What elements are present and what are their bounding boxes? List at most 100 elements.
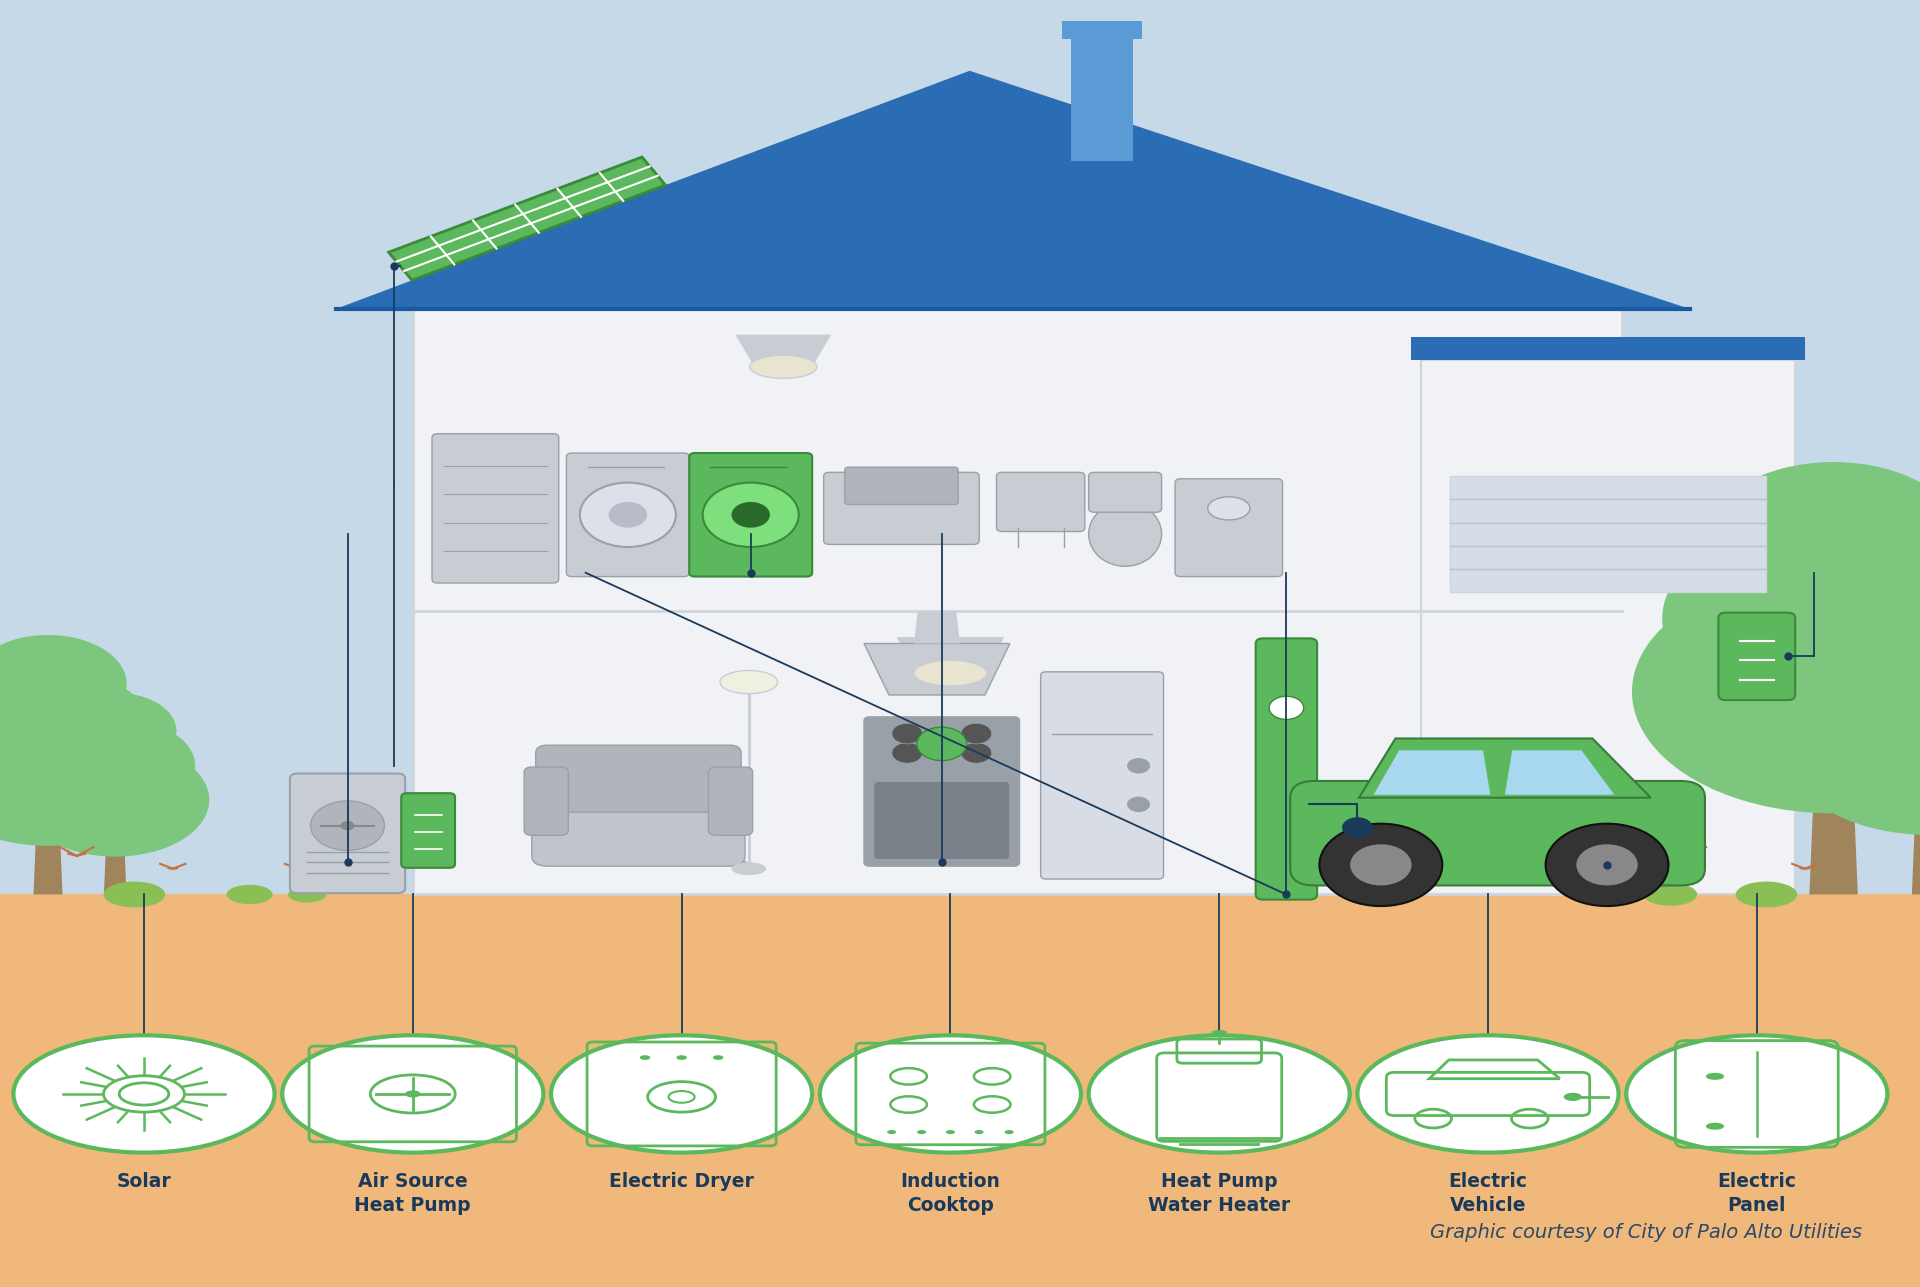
- Ellipse shape: [1089, 502, 1162, 566]
- Ellipse shape: [887, 1130, 897, 1134]
- Polygon shape: [735, 335, 831, 367]
- Text: Heat Pump
Water Heater: Heat Pump Water Heater: [1148, 1172, 1290, 1215]
- FancyBboxPatch shape: [864, 717, 1020, 866]
- FancyBboxPatch shape: [874, 781, 1010, 860]
- Ellipse shape: [1626, 1035, 1887, 1153]
- FancyBboxPatch shape: [524, 767, 568, 835]
- FancyBboxPatch shape: [996, 472, 1085, 532]
- Polygon shape: [1373, 750, 1490, 794]
- Ellipse shape: [1782, 656, 1920, 835]
- Polygon shape: [1071, 39, 1133, 161]
- Ellipse shape: [35, 718, 196, 813]
- Text: Solar: Solar: [117, 1172, 171, 1190]
- Ellipse shape: [288, 887, 326, 902]
- Ellipse shape: [1663, 516, 1920, 722]
- Ellipse shape: [54, 692, 177, 768]
- FancyBboxPatch shape: [536, 745, 741, 812]
- Polygon shape: [1809, 797, 1859, 894]
- Ellipse shape: [914, 660, 987, 686]
- Ellipse shape: [1563, 1093, 1582, 1100]
- Ellipse shape: [639, 1055, 651, 1060]
- Ellipse shape: [1632, 570, 1920, 813]
- Text: Air Source
Heat Pump: Air Source Heat Pump: [355, 1172, 470, 1215]
- Circle shape: [1342, 817, 1373, 838]
- Circle shape: [960, 723, 991, 744]
- Polygon shape: [413, 309, 1622, 894]
- Ellipse shape: [732, 862, 766, 875]
- Ellipse shape: [1834, 578, 1920, 696]
- FancyBboxPatch shape: [1041, 672, 1164, 879]
- Circle shape: [1546, 824, 1668, 906]
- Ellipse shape: [1705, 1122, 1724, 1130]
- FancyBboxPatch shape: [1175, 479, 1283, 577]
- Ellipse shape: [1644, 883, 1697, 906]
- Ellipse shape: [282, 1035, 543, 1153]
- Polygon shape: [33, 837, 63, 894]
- Ellipse shape: [676, 1055, 687, 1060]
- Ellipse shape: [947, 1130, 954, 1134]
- Circle shape: [609, 502, 647, 528]
- FancyBboxPatch shape: [708, 767, 753, 835]
- Text: Graphic courtesy of City of Palo Alto Utilities: Graphic courtesy of City of Palo Alto Ut…: [1430, 1223, 1862, 1242]
- Polygon shape: [864, 644, 1010, 695]
- Polygon shape: [897, 637, 1004, 673]
- Polygon shape: [914, 611, 960, 644]
- Circle shape: [340, 821, 355, 830]
- Ellipse shape: [1357, 1035, 1619, 1153]
- FancyBboxPatch shape: [290, 773, 405, 893]
- FancyBboxPatch shape: [1089, 472, 1162, 512]
- Ellipse shape: [21, 743, 209, 857]
- FancyBboxPatch shape: [824, 472, 979, 544]
- Ellipse shape: [1705, 1073, 1724, 1080]
- Circle shape: [311, 801, 384, 851]
- Polygon shape: [388, 157, 666, 281]
- Circle shape: [891, 723, 922, 744]
- Circle shape: [1350, 844, 1411, 885]
- Circle shape: [580, 483, 676, 547]
- Ellipse shape: [1212, 1030, 1227, 1035]
- Circle shape: [1576, 844, 1638, 885]
- Circle shape: [732, 502, 770, 528]
- Ellipse shape: [720, 671, 778, 694]
- Polygon shape: [104, 849, 127, 894]
- Circle shape: [1127, 758, 1150, 773]
- FancyBboxPatch shape: [401, 793, 455, 867]
- Circle shape: [960, 743, 991, 763]
- Polygon shape: [0, 894, 1920, 1287]
- Ellipse shape: [820, 1035, 1081, 1153]
- Circle shape: [918, 727, 968, 761]
- FancyBboxPatch shape: [1718, 613, 1795, 700]
- Ellipse shape: [918, 1130, 925, 1134]
- Ellipse shape: [1208, 497, 1250, 520]
- Ellipse shape: [104, 882, 165, 907]
- Ellipse shape: [1703, 462, 1920, 624]
- Polygon shape: [1450, 476, 1766, 592]
- Ellipse shape: [1089, 1035, 1350, 1153]
- Polygon shape: [1505, 750, 1615, 794]
- Text: Electric
Vehicle: Electric Vehicle: [1448, 1172, 1528, 1215]
- Ellipse shape: [749, 355, 816, 378]
- FancyBboxPatch shape: [689, 453, 812, 577]
- Circle shape: [1127, 797, 1150, 812]
- Ellipse shape: [0, 634, 127, 732]
- FancyBboxPatch shape: [845, 467, 958, 505]
- Polygon shape: [1411, 337, 1805, 360]
- Ellipse shape: [1805, 616, 1920, 767]
- Ellipse shape: [1004, 1130, 1014, 1134]
- Circle shape: [1269, 696, 1304, 719]
- Polygon shape: [1421, 360, 1795, 894]
- Ellipse shape: [551, 1035, 812, 1153]
- Circle shape: [891, 743, 922, 763]
- FancyBboxPatch shape: [432, 434, 559, 583]
- Circle shape: [1319, 824, 1442, 906]
- FancyBboxPatch shape: [1256, 638, 1317, 900]
- Ellipse shape: [227, 885, 273, 903]
- FancyBboxPatch shape: [532, 775, 745, 866]
- Ellipse shape: [13, 1035, 275, 1153]
- Ellipse shape: [405, 1090, 420, 1098]
- Text: Electric
Panel: Electric Panel: [1716, 1172, 1797, 1215]
- FancyBboxPatch shape: [566, 453, 689, 577]
- Ellipse shape: [975, 1130, 983, 1134]
- Ellipse shape: [712, 1055, 724, 1060]
- Polygon shape: [1062, 21, 1142, 39]
